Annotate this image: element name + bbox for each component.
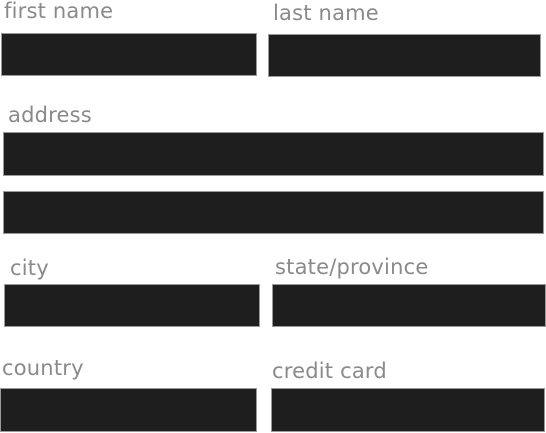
city-label: city — [10, 256, 49, 280]
state-province-label: state/province — [275, 255, 429, 279]
country-input[interactable] — [0, 388, 257, 432]
credit-card-input[interactable] — [271, 388, 545, 432]
credit-card-label: credit card — [272, 359, 387, 383]
first-name-input[interactable] — [1, 33, 257, 76]
country-label: country — [2, 356, 84, 380]
last-name-label: last name — [273, 1, 379, 25]
address-line2-input[interactable] — [3, 191, 544, 234]
city-input[interactable] — [4, 284, 260, 327]
address-label: address — [8, 103, 92, 127]
address-line1-input[interactable] — [3, 132, 544, 176]
state-province-input[interactable] — [272, 284, 546, 327]
first-name-label: first name — [4, 0, 114, 23]
last-name-input[interactable] — [268, 34, 541, 77]
